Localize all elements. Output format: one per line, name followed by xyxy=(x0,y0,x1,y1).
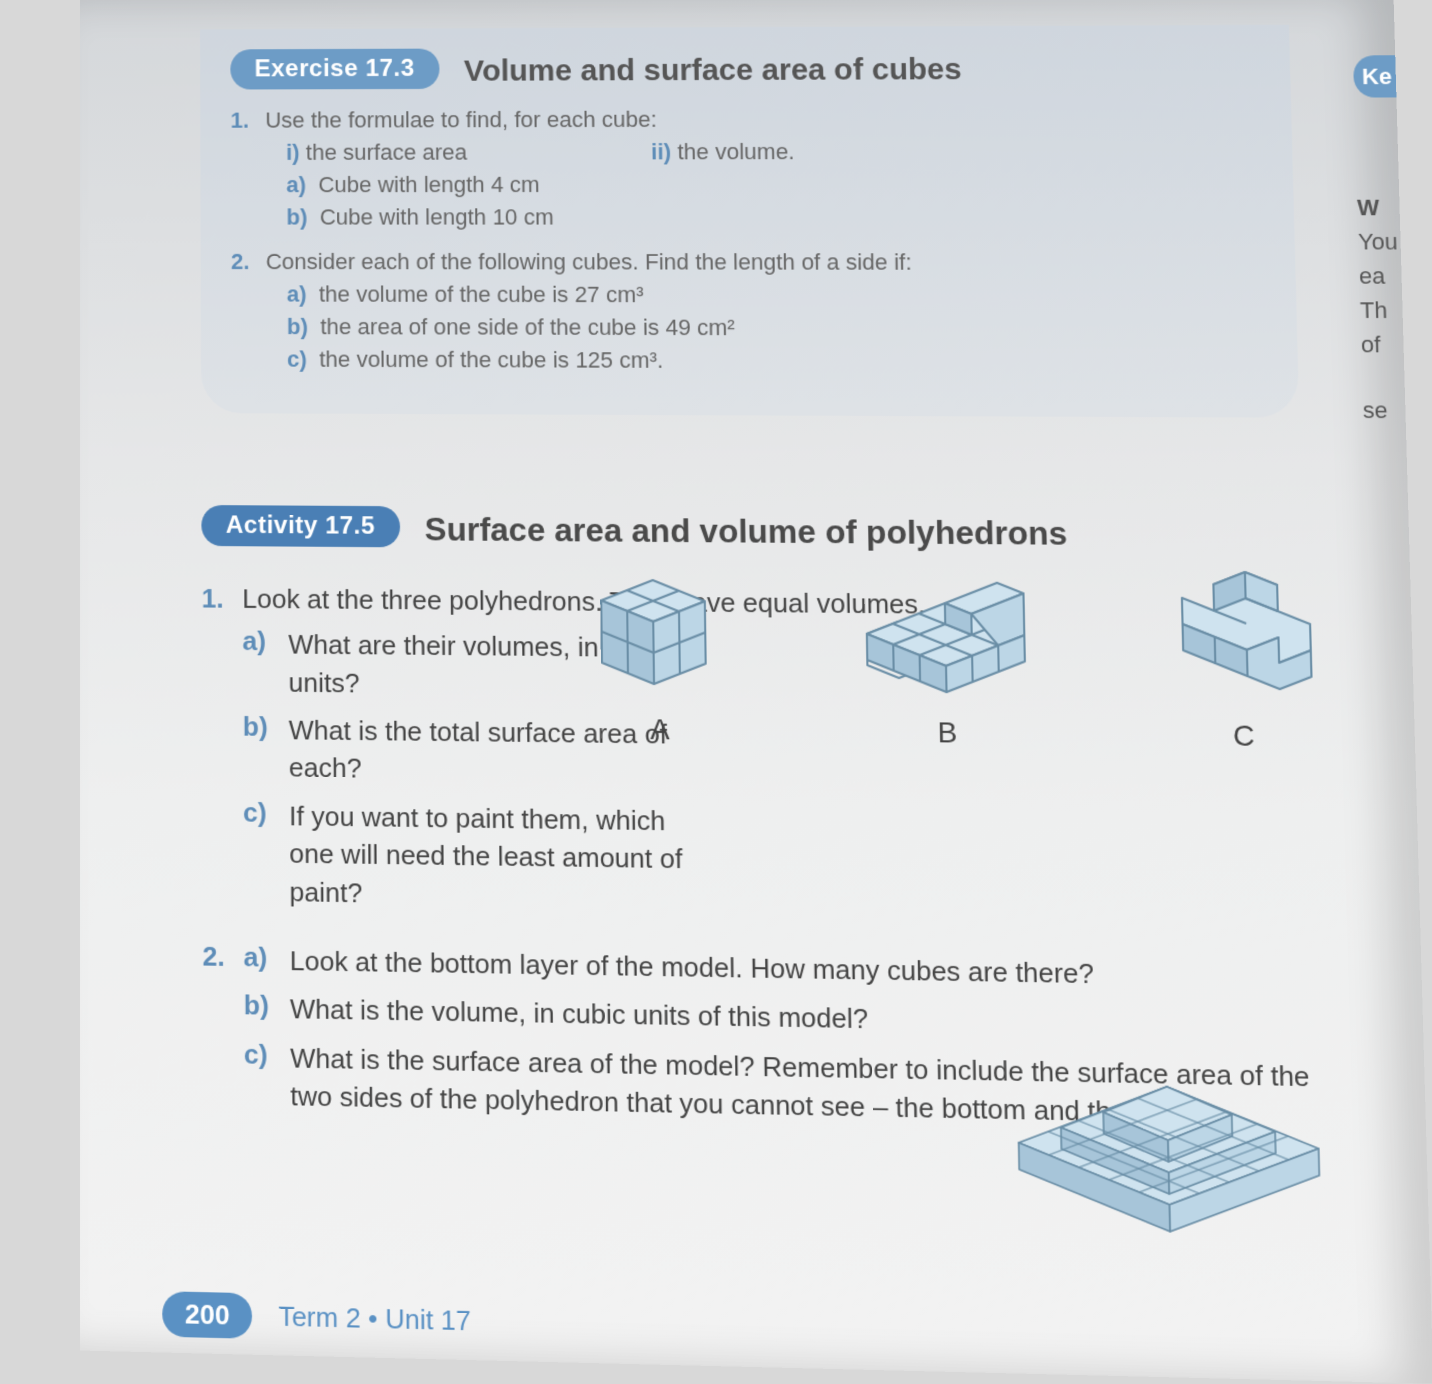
page-number: 200 xyxy=(162,1291,252,1339)
cut-text: Th xyxy=(1360,293,1403,327)
roman-ii: ii) xyxy=(651,139,671,164)
polyhedron-row: A xyxy=(580,549,1330,754)
q1-sub-i-ii: i) the surface area ii) the volume. xyxy=(286,138,1261,166)
q2-a: a) the volume of the cube is 27 cm³ xyxy=(287,281,1265,309)
cut-text: se xyxy=(1362,393,1406,428)
exercise-pill: Exercise 17.3 xyxy=(230,49,439,90)
sub-letter: a) xyxy=(243,941,289,974)
opt-text: Cube with length 10 cm xyxy=(320,204,554,229)
activity-pill: Activity 17.5 xyxy=(201,505,399,547)
textbook-page: Exercise 17.3 Volume and surface area of… xyxy=(80,0,1432,1384)
opt-letter: b) xyxy=(286,204,307,229)
opt-letter: a) xyxy=(286,172,306,197)
q2-b: b) the area of one side of the cube is 4… xyxy=(287,314,1266,343)
exercise-q2: 2. Consider each of the following cubes.… xyxy=(231,249,1266,376)
opt-letter: a) xyxy=(287,281,307,306)
q-text: Use the formulae to find, for each cube: xyxy=(265,107,657,133)
sub-letter: b) xyxy=(244,990,290,1023)
ke-pill: Ke xyxy=(1353,55,1396,97)
opt-text: the volume of the cube is 27 cm³ xyxy=(319,281,644,307)
footer-text: Term 2 • Unit 17 xyxy=(278,1300,471,1338)
sub-letter: c) xyxy=(243,797,289,830)
opt-letter: b) xyxy=(287,314,308,339)
sub-letter: b) xyxy=(243,711,289,744)
cut-text: of xyxy=(1361,327,1404,361)
cut-text: ea xyxy=(1359,259,1402,293)
poly-label-c: C xyxy=(1158,718,1329,754)
poly-label-a: A xyxy=(582,712,738,747)
page-footer: 200 Term 2 • Unit 17 xyxy=(162,1291,471,1344)
q-number: 1. xyxy=(202,583,243,615)
cube-b-icon xyxy=(850,561,1041,698)
sub-letter: c) xyxy=(244,1038,290,1071)
exercise-box: Exercise 17.3 Volume and surface area of… xyxy=(200,25,1299,418)
q1-a: a) Cube with length 4 cm xyxy=(286,171,1262,198)
cut-text: W xyxy=(1357,190,1400,224)
opt-text: Cube with length 4 cm xyxy=(318,172,540,198)
q-text: Consider each of the following cubes. Fi… xyxy=(266,249,912,275)
q-number: 2. xyxy=(202,941,243,974)
q1-c: c) If you want to paint them, which one … xyxy=(243,797,699,917)
roman-i: i) xyxy=(286,140,300,165)
q-number: 1. xyxy=(230,108,260,134)
opt-text: the volume of the cube is 125 cm³. xyxy=(319,346,663,373)
q-number: 2. xyxy=(231,249,261,275)
ii-text: the volume. xyxy=(677,139,794,165)
polyhedron-a: A xyxy=(580,559,738,747)
exercise-header: Exercise 17.3 Volume and surface area of… xyxy=(230,45,1259,89)
activity-header: Activity 17.5 Surface area and volume of… xyxy=(201,505,1324,555)
i-text: the surface area xyxy=(306,139,467,165)
cube-c-icon xyxy=(1154,553,1328,702)
stepped-model-icon xyxy=(994,983,1364,1247)
sub-text: If you want to paint them, which one wil… xyxy=(289,797,699,917)
exercise-title: Volume and surface area of cubes xyxy=(464,52,962,88)
activity-title: Surface area and volume of polyhedrons xyxy=(425,511,1068,554)
poly-label-b: B xyxy=(853,715,1043,751)
exercise-q1: 1. Use the formulae to find, for each cu… xyxy=(230,105,1262,231)
q2-c: c) the volume of the cube is 125 cm³. xyxy=(287,346,1266,376)
opt-text: the area of one side of the cube is 49 c… xyxy=(320,314,735,340)
cut-text: You xyxy=(1358,225,1401,259)
right-cut-column: Ke W You ea Th of se xyxy=(1353,55,1407,470)
opt-letter: c) xyxy=(287,346,307,372)
cube-a-icon xyxy=(580,559,737,695)
polyhedron-b: B xyxy=(850,561,1043,751)
stepped-model xyxy=(994,983,1364,1252)
sub-letter: a) xyxy=(242,626,288,658)
polyhedron-c: C xyxy=(1154,553,1329,754)
q1-b: b) Cube with length 10 cm xyxy=(286,204,1262,231)
